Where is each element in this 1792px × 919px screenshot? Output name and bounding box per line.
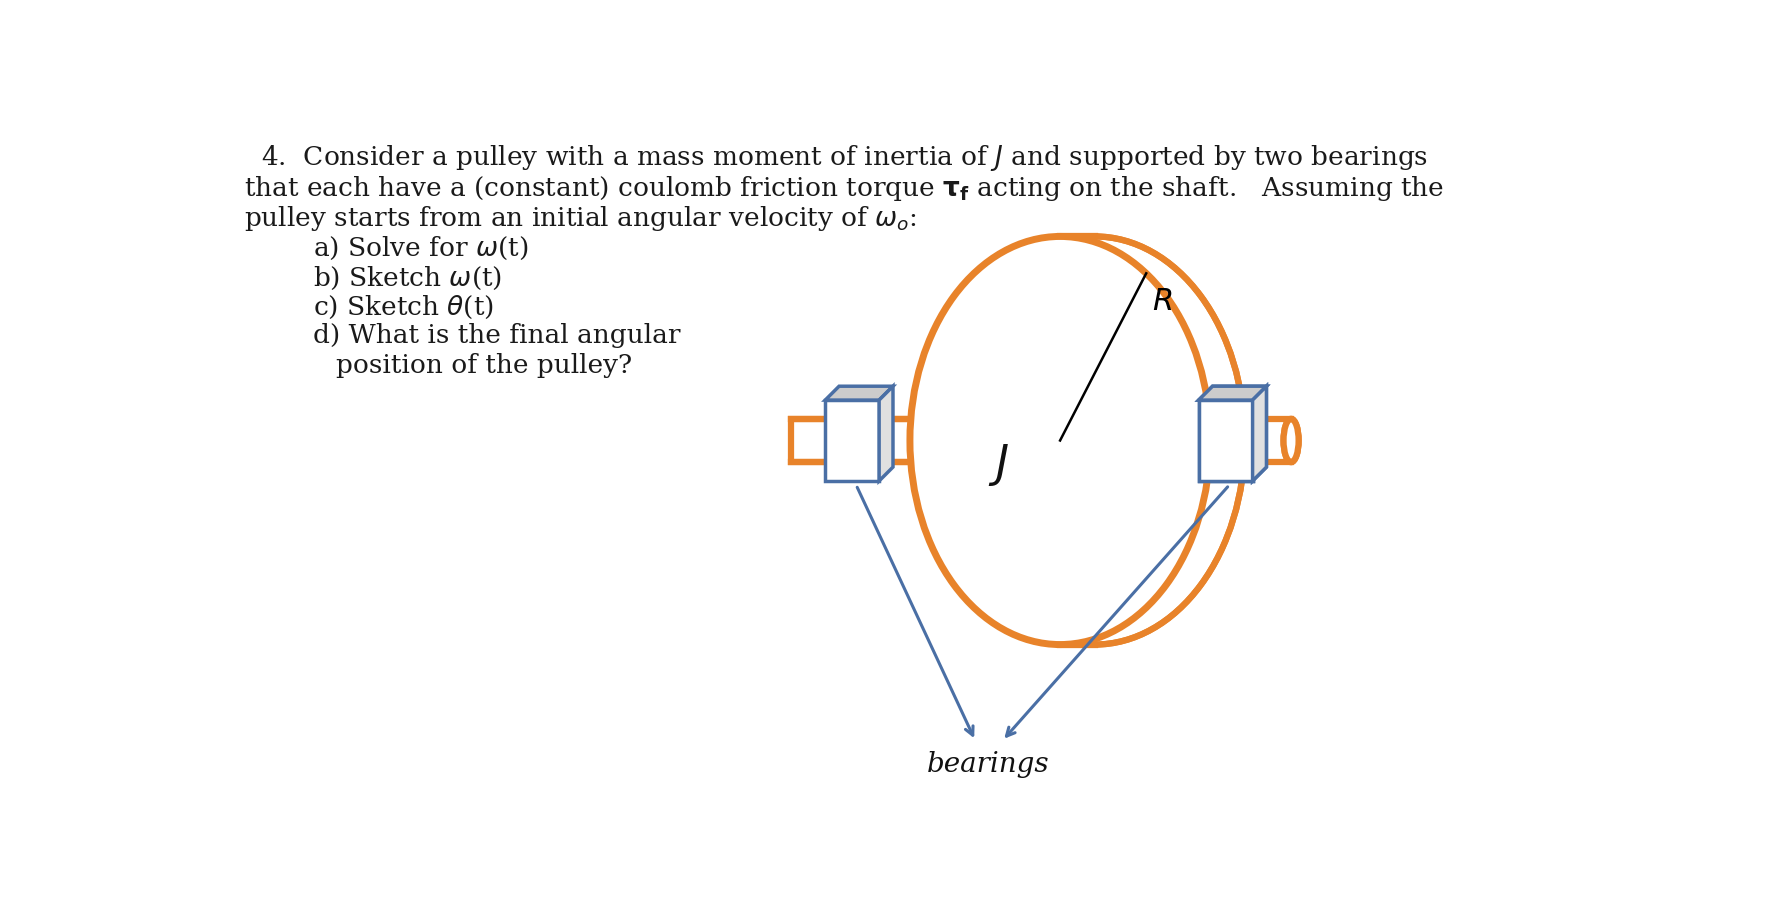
Text: position of the pulley?: position of the pulley? [337, 353, 633, 378]
Text: b) Sketch $\omega$(t): b) Sketch $\omega$(t) [314, 264, 502, 291]
Polygon shape [790, 419, 1061, 462]
Ellipse shape [944, 237, 1245, 645]
Polygon shape [1061, 419, 1290, 462]
Ellipse shape [910, 237, 1210, 645]
Polygon shape [1199, 387, 1267, 401]
Text: c) Sketch $\theta$(t): c) Sketch $\theta$(t) [314, 293, 495, 321]
Text: a) Solve for $\omega$(t): a) Solve for $\omega$(t) [314, 235, 529, 262]
Text: that each have a (constant) coulomb friction torque $\mathbf{\tau_f}$ acting on : that each have a (constant) coulomb fric… [244, 174, 1444, 202]
Ellipse shape [1283, 419, 1299, 462]
Polygon shape [1253, 387, 1267, 482]
Text: bearings: bearings [926, 750, 1050, 777]
Text: $R$: $R$ [1152, 286, 1172, 316]
Polygon shape [1199, 401, 1253, 482]
Polygon shape [1199, 401, 1253, 482]
Text: $J$: $J$ [987, 441, 1009, 487]
Polygon shape [1253, 387, 1267, 482]
Polygon shape [826, 387, 892, 401]
Text: 4.  Consider a pulley with a mass moment of inertia of $J$ and supported by two : 4. Consider a pulley with a mass moment … [262, 142, 1428, 173]
Polygon shape [880, 387, 892, 482]
Polygon shape [1199, 387, 1267, 401]
Text: d) What is the final angular: d) What is the final angular [314, 323, 681, 347]
Ellipse shape [1283, 419, 1299, 462]
Text: pulley starts from an initial angular velocity of $\omega_o$:: pulley starts from an initial angular ve… [244, 204, 916, 233]
Polygon shape [826, 401, 880, 482]
